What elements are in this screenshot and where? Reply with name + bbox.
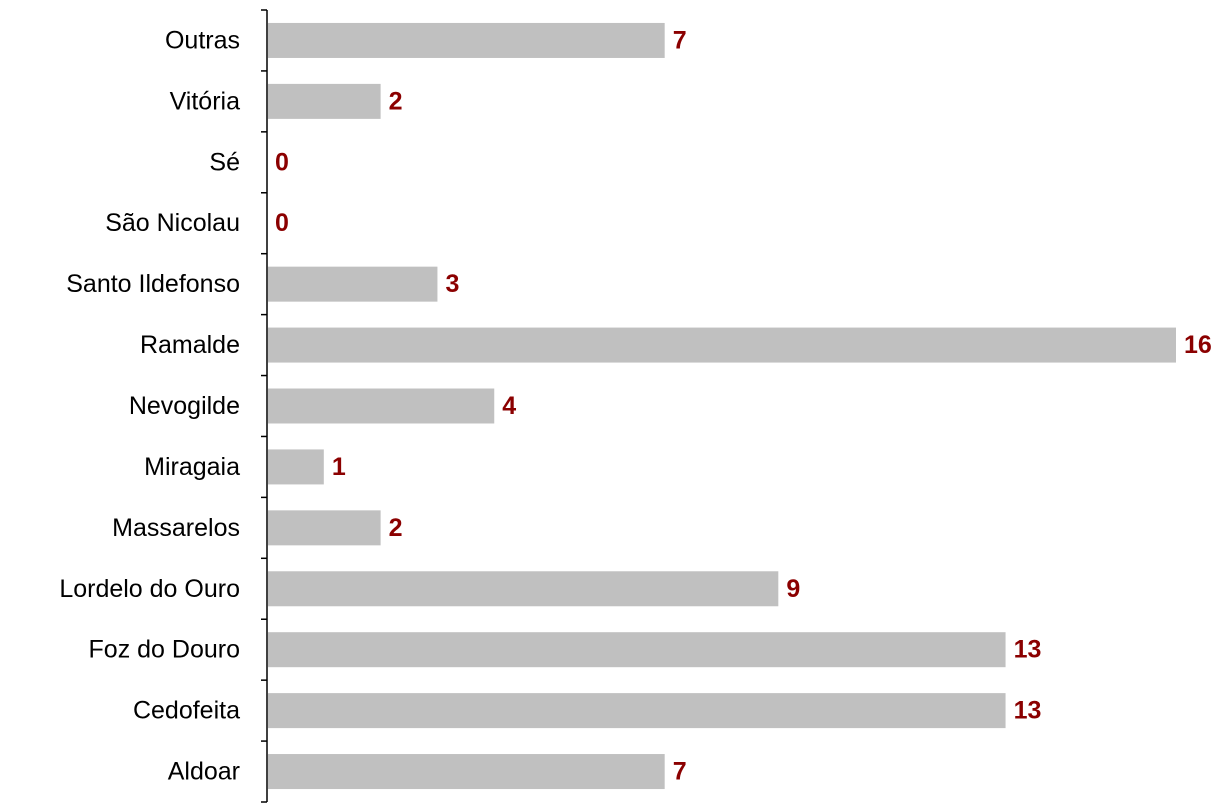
bar: [268, 754, 665, 790]
bar: [268, 449, 324, 485]
axis-ticks-group: [261, 9, 267, 803]
bar: [268, 327, 1176, 363]
bar: [268, 632, 1006, 668]
category-label: Ramalde: [140, 331, 240, 359]
data-label: 2: [389, 87, 403, 115]
bar: [268, 266, 438, 302]
bars-group: [268, 22, 1176, 790]
bar: [268, 510, 381, 546]
category-label: Lordelo do Ouro: [59, 575, 240, 603]
category-label: Santo Ildefonso: [66, 270, 240, 298]
bar: [268, 693, 1006, 729]
data-label: 2: [389, 514, 403, 542]
category-label: Miragaia: [144, 453, 240, 481]
bar: [268, 22, 665, 58]
category-labels-group: Outras Vitória Sé São Nicolau Santo Ildefons…: [59, 26, 240, 785]
data-label: 7: [673, 26, 687, 54]
bar: [268, 83, 381, 119]
data-label: 3: [445, 270, 459, 298]
bar: [268, 388, 495, 424]
data-label: 13: [1014, 697, 1042, 725]
data-label: 13: [1014, 636, 1042, 664]
category-label: São Nicolau: [105, 209, 240, 237]
category-label: Foz do Douro: [89, 636, 240, 664]
bar: [268, 571, 779, 607]
data-label: 0: [275, 148, 289, 176]
data-label: 9: [786, 575, 800, 603]
category-label: Nevogilde: [129, 392, 240, 420]
data-label: 0: [275, 209, 289, 237]
category-label: Cedofeita: [133, 697, 240, 725]
value-labels-group: 7 2 0 0 3 16 4 1 2 9 13 13 7: [275, 26, 1212, 785]
category-label: Massarelos: [112, 514, 240, 542]
category-label: Outras: [165, 26, 240, 54]
category-label: Vitória: [170, 87, 241, 115]
data-label: 4: [502, 392, 516, 420]
data-label: 1: [332, 453, 346, 481]
category-label: Aldoar: [168, 758, 240, 786]
data-label: 16: [1184, 331, 1212, 359]
category-label: Sé: [209, 148, 240, 176]
data-label: 7: [673, 758, 687, 786]
